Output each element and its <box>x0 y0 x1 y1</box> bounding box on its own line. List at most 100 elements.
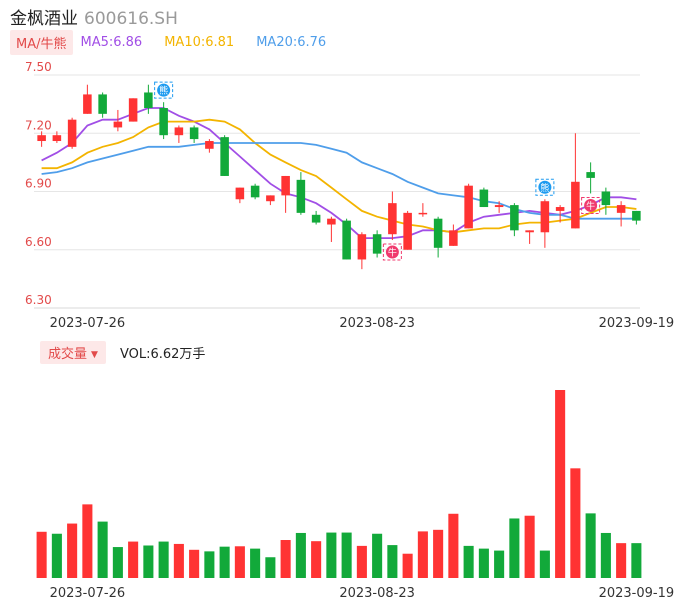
x-tick-label: 2023-09-19 <box>599 316 675 331</box>
candle-body <box>403 212 412 250</box>
volume-legend: 成交量 ▼ VOL:6.62万手 <box>40 340 206 364</box>
volume-bar <box>112 547 123 578</box>
candle-body <box>98 94 107 114</box>
volume-bar <box>36 531 47 578</box>
volume-x-tick-label: 2023-07-26 <box>50 586 126 601</box>
volume-bar <box>158 541 169 578</box>
volume-bar <box>463 545 474 578</box>
candle-body <box>540 201 550 233</box>
volume-bar <box>82 504 93 578</box>
volume-bar <box>51 533 62 578</box>
volume-selector-label: 成交量 <box>48 346 88 362</box>
marker-badge <box>538 180 552 194</box>
volume-bar <box>478 548 489 578</box>
volume-bar <box>67 523 78 578</box>
marker-label: 牛 <box>586 200 595 212</box>
candle-body <box>159 108 168 136</box>
candle-body <box>616 205 626 213</box>
ma5-line <box>41 107 637 240</box>
candle-body <box>144 92 153 109</box>
volume-bar <box>387 545 398 578</box>
volume-value: VOL:6.62万手 <box>119 346 206 362</box>
candle-body <box>632 210 641 221</box>
volume-bar <box>234 546 245 578</box>
candle-body <box>37 135 46 142</box>
volume-x-tick-label: 2023-08-23 <box>339 586 415 601</box>
volume-x-tick-label: 2023-09-19 <box>599 586 675 601</box>
candle-body <box>433 218 443 248</box>
candle-body <box>342 220 351 260</box>
volume-bar <box>631 543 642 578</box>
candle-body <box>281 175 290 196</box>
ma10-line <box>41 118 637 234</box>
stock-name: 金枫酒业 <box>10 9 78 29</box>
bear-marker-icon[interactable]: 熊 <box>154 81 174 99</box>
candle-body <box>327 218 336 225</box>
marker-badge <box>157 83 171 97</box>
volume-bar <box>189 549 200 578</box>
volume-bar <box>326 532 337 578</box>
candle-body <box>266 195 275 202</box>
candle-body <box>205 141 214 149</box>
marker-frame <box>535 178 555 196</box>
marker-frame <box>382 243 402 261</box>
candle-body <box>220 137 229 176</box>
volume-bar <box>219 546 230 578</box>
bull-marker-icon[interactable]: 牛 <box>581 196 601 214</box>
volume-bar <box>250 548 261 578</box>
bear-marker-icon[interactable]: 熊 <box>535 178 555 196</box>
x-tick-label: 2023-08-23 <box>339 316 415 331</box>
y-tick-label: 6.90 <box>25 177 52 191</box>
marker-label: 熊 <box>540 182 549 194</box>
candle-body <box>418 212 428 215</box>
volume-bar <box>402 553 413 578</box>
volume-bar <box>280 540 291 578</box>
marker-badge <box>584 198 598 212</box>
x-tick-label: 2023-07-26 <box>50 316 126 331</box>
volume-bar <box>539 550 550 578</box>
candle-body <box>601 191 611 206</box>
bull-marker-icon[interactable]: 牛 <box>382 243 402 261</box>
candle-body <box>52 135 62 142</box>
volume-bar <box>143 545 154 578</box>
candle-body <box>357 234 367 260</box>
volume-bar <box>311 541 322 578</box>
candle-body <box>464 185 473 229</box>
candle-body <box>67 119 77 147</box>
y-tick-label: 7.50 <box>25 60 52 74</box>
ma-indicator-selector[interactable]: MA/牛熊 <box>10 29 73 55</box>
y-tick-label: 6.60 <box>25 235 52 249</box>
candle-body <box>479 189 489 208</box>
ma-legend: MA/牛熊 MA5:6.86 MA10:6.81 MA20:6.76 <box>10 29 348 55</box>
volume-bar <box>204 551 215 578</box>
volume-bar <box>494 550 505 578</box>
candle-body <box>128 98 138 122</box>
candle-body <box>235 187 245 200</box>
ma5-legend: MA5:6.86 <box>80 34 143 50</box>
volume-bar <box>295 532 306 578</box>
marker-label: 牛 <box>388 247 397 259</box>
volume-bar <box>555 390 566 578</box>
volume-bar <box>616 543 627 578</box>
candle-body <box>189 127 199 140</box>
volume-bar <box>600 532 611 578</box>
volume-bar <box>570 468 581 578</box>
candle-body <box>296 179 306 213</box>
volume-bar <box>173 543 184 578</box>
stock-code: 600616.SH <box>84 9 178 29</box>
volume-bar <box>372 533 383 578</box>
candle-body <box>250 185 260 198</box>
marker-frame <box>581 196 601 214</box>
marker-label: 熊 <box>159 85 168 97</box>
candle-body <box>311 214 321 223</box>
candle-body <box>113 121 123 128</box>
volume-indicator-selector[interactable]: 成交量 ▼ <box>40 340 106 364</box>
volume-bar <box>417 531 428 578</box>
candle-body <box>510 205 519 231</box>
volume-bar <box>356 545 367 578</box>
ma20-legend: MA20:6.76 <box>256 34 327 50</box>
volume-bar <box>433 529 444 578</box>
ma10-legend: MA10:6.81 <box>164 34 235 50</box>
volume-bar <box>97 521 108 578</box>
